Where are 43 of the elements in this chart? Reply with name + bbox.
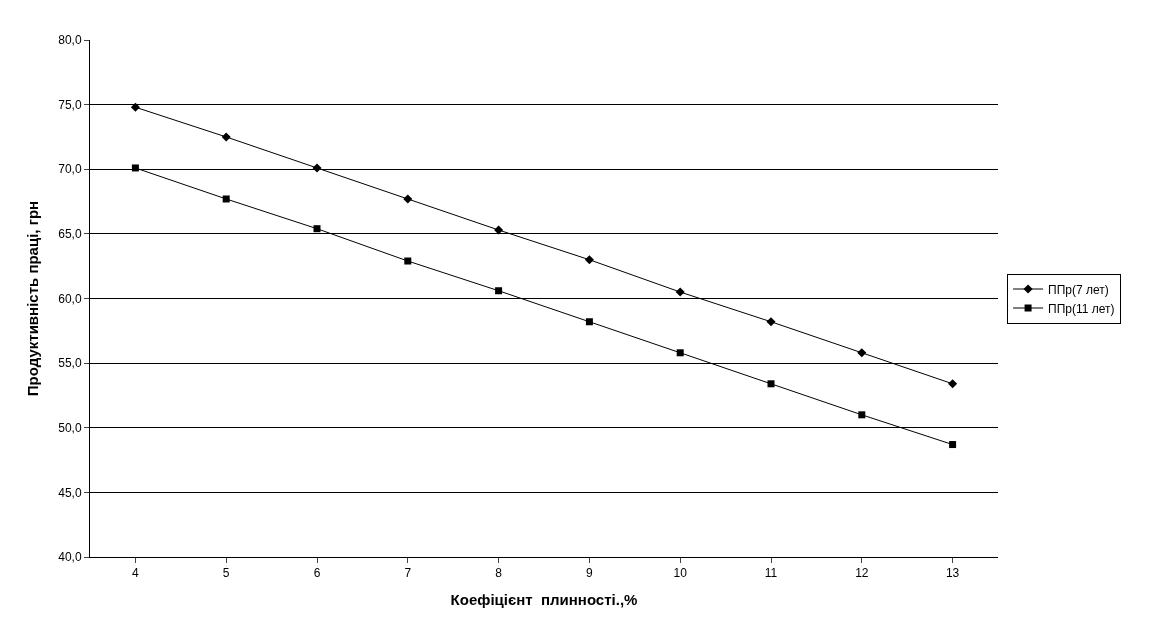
point xyxy=(949,441,957,449)
legend-label: ППр(7 лет) xyxy=(1048,282,1109,297)
x-tick-label: 13 xyxy=(945,566,960,581)
x-tick-label: 8 xyxy=(495,566,503,581)
x-tick-label: 6 xyxy=(313,566,321,581)
point xyxy=(313,225,321,233)
y-tick-label: 75,0 xyxy=(58,97,82,112)
y-tick-label: 80,0 xyxy=(58,33,82,48)
y-tick-label: 40,0 xyxy=(58,550,82,565)
y-axis-title: Продуктивність праці, грн xyxy=(24,200,42,397)
legend-label: ППр(11 лет) xyxy=(1048,301,1115,316)
point xyxy=(676,349,684,357)
y-tick-label: 50,0 xyxy=(58,420,82,435)
y-tick-label: 70,0 xyxy=(58,162,82,177)
x-tick-label: 7 xyxy=(404,566,412,581)
point xyxy=(948,379,958,389)
point xyxy=(131,164,139,172)
point xyxy=(766,317,776,327)
point xyxy=(585,318,593,326)
x-axis-title: Коефіцієнт плинності.,% xyxy=(450,591,638,609)
point xyxy=(584,255,594,265)
x-tick-label: 12 xyxy=(855,566,869,581)
y-tick-label: 45,0 xyxy=(58,485,82,500)
point xyxy=(857,348,867,358)
x-tick-label: 10 xyxy=(673,566,688,581)
point xyxy=(130,102,140,112)
point xyxy=(222,195,230,203)
point xyxy=(221,132,231,142)
x-tick-label: 11 xyxy=(764,566,778,581)
point xyxy=(312,163,322,173)
point xyxy=(494,225,504,235)
point xyxy=(767,380,775,388)
y-tick-label: 55,0 xyxy=(58,356,82,371)
point xyxy=(675,287,685,297)
y-tick-label: 65,0 xyxy=(58,227,82,242)
point xyxy=(858,411,866,419)
y-tick-label: 60,0 xyxy=(58,291,82,306)
point xyxy=(403,194,413,204)
point xyxy=(404,257,412,265)
point xyxy=(495,287,503,295)
x-tick-label: 5 xyxy=(222,566,230,581)
x-tick-label: 9 xyxy=(586,566,594,581)
x-tick-label: 4 xyxy=(132,566,140,581)
